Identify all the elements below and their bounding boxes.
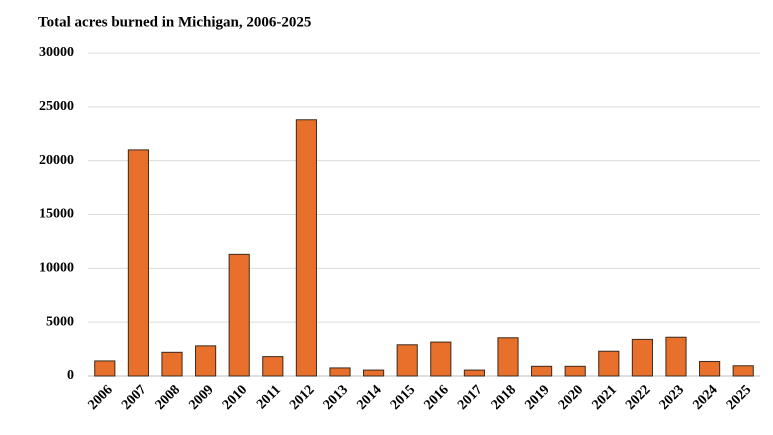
x-tick-label: 2024: [690, 382, 720, 412]
x-tick-label: 2006: [85, 382, 115, 412]
bar: [732, 365, 754, 377]
bar: [363, 369, 385, 377]
x-tick-label: 2016: [421, 382, 451, 412]
x-tick-label: 2025: [724, 382, 754, 412]
y-tick-label: 10000: [39, 261, 74, 276]
y-tick-label: 30000: [39, 45, 74, 60]
x-tick-label: 2023: [657, 382, 687, 412]
y-tick-label: 0: [67, 368, 74, 383]
bar: [228, 253, 250, 377]
bar: [329, 367, 351, 377]
bar: [631, 338, 653, 377]
x-tick-label: 2011: [254, 382, 284, 412]
bar: [564, 365, 586, 377]
bar: [262, 356, 284, 377]
bar: [531, 365, 553, 377]
x-tick-label: 2012: [287, 382, 317, 412]
x-tick-label: 2019: [522, 382, 552, 412]
x-tick-label: 2022: [623, 382, 653, 412]
bar: [161, 351, 183, 377]
x-tick-label: 2008: [153, 382, 183, 412]
x-tick-label: 2010: [220, 382, 250, 412]
bar: [463, 369, 485, 377]
bar: [497, 337, 519, 377]
y-tick-label: 20000: [39, 153, 74, 168]
bar: [665, 336, 687, 377]
y-tick-label: 15000: [39, 207, 74, 222]
bar: [598, 350, 620, 377]
x-tick-label: 2017: [455, 382, 485, 412]
bar: [430, 341, 452, 377]
bar: [295, 119, 317, 377]
x-tick-label: 2020: [556, 382, 586, 412]
y-tick-label: 25000: [39, 99, 74, 114]
bar: [699, 360, 721, 377]
bar: [195, 345, 217, 377]
x-tick-label: 2015: [388, 382, 418, 412]
x-tick-label: 2009: [186, 382, 216, 412]
bar: [396, 344, 418, 377]
bar: [94, 360, 116, 377]
x-tick-label: 2021: [589, 382, 619, 412]
x-tick-label: 2007: [119, 382, 149, 412]
bar: [127, 149, 149, 377]
chart-title: Total acres burned in Michigan, 2006-202…: [38, 14, 311, 30]
x-tick-label: 2014: [354, 382, 384, 412]
x-tick-label: 2018: [489, 382, 519, 412]
x-tick-label: 2013: [321, 382, 351, 412]
y-tick-label: 5000: [46, 314, 74, 329]
